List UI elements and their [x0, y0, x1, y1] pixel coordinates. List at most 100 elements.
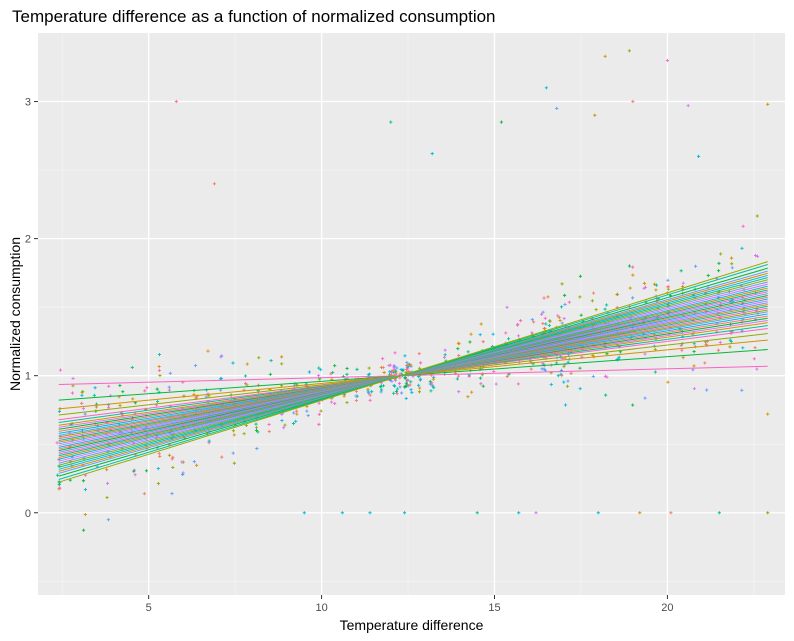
- data-point: [167, 388, 171, 392]
- data-point: [456, 347, 460, 351]
- data-point: [643, 352, 647, 356]
- data-point: [319, 409, 323, 413]
- data-point: [654, 288, 658, 292]
- data-point: [382, 370, 386, 375]
- data-point: [394, 369, 398, 373]
- data-point: [292, 411, 296, 415]
- data-point: [680, 348, 684, 352]
- x-tick-label: 5: [146, 602, 152, 614]
- data-point: [557, 315, 561, 319]
- data-point: [543, 368, 548, 372]
- data-point: [345, 366, 349, 371]
- data-point: [443, 348, 447, 352]
- data-point: [81, 389, 85, 394]
- data-point: [466, 350, 470, 354]
- data-point: [340, 511, 344, 515]
- data-point: [107, 384, 111, 388]
- data-point: [653, 347, 657, 351]
- data-point: [143, 389, 147, 393]
- data-point: [366, 387, 370, 391]
- data-point: [755, 254, 760, 258]
- data-point: [631, 265, 635, 269]
- data-point: [544, 86, 548, 90]
- data-point: [419, 361, 423, 365]
- data-point: [317, 401, 321, 405]
- data-point: [631, 296, 635, 300]
- data-point: [144, 469, 149, 473]
- data-point: [547, 323, 551, 328]
- data-point: [156, 466, 160, 471]
- data-point: [603, 307, 607, 311]
- data-point: [58, 486, 62, 490]
- data-point: [317, 422, 321, 426]
- data-point: [404, 381, 408, 385]
- data-point: [244, 423, 249, 428]
- data-point: [730, 262, 734, 266]
- data-point: [515, 323, 520, 327]
- y-tick-label: 2: [25, 234, 31, 246]
- data-point: [142, 492, 146, 496]
- data-point: [541, 321, 545, 326]
- data-point: [590, 299, 594, 303]
- data-point: [329, 372, 333, 376]
- data-point: [516, 382, 520, 386]
- data-point: [631, 99, 635, 104]
- data-point: [345, 372, 349, 376]
- data-point: [475, 511, 479, 515]
- data-point: [694, 264, 698, 268]
- data-point: [556, 314, 560, 318]
- data-point: [417, 352, 421, 356]
- data-point: [417, 383, 421, 387]
- data-point: [506, 337, 511, 341]
- data-point: [80, 401, 84, 405]
- data-point: [367, 391, 371, 395]
- data-point: [603, 374, 607, 378]
- data-point: [593, 113, 597, 117]
- data-point: [174, 99, 178, 104]
- data-point: [403, 354, 407, 358]
- data-point: [717, 261, 721, 265]
- data-point: [212, 182, 216, 186]
- data-point: [145, 386, 149, 390]
- data-point: [395, 387, 399, 391]
- data-point: [387, 363, 391, 368]
- data-point: [766, 412, 770, 416]
- data-point: [280, 362, 284, 366]
- major-gridlines: [38, 33, 785, 595]
- data-point: [193, 363, 198, 368]
- data-point: [615, 292, 619, 297]
- data-point: [565, 384, 570, 388]
- data-point: [591, 291, 596, 295]
- data-point: [555, 106, 559, 110]
- y-tick-label: 3: [25, 97, 31, 109]
- data-point: [158, 454, 162, 458]
- data-point: [170, 491, 174, 496]
- data-point: [653, 370, 658, 374]
- data-point: [546, 295, 550, 299]
- data-point: [82, 528, 86, 532]
- data-point: [207, 439, 211, 443]
- data-point: [604, 303, 609, 307]
- data-point: [617, 355, 621, 359]
- data-point: [118, 383, 122, 388]
- data-point: [567, 300, 571, 304]
- data-point: [267, 422, 271, 427]
- data-point: [443, 353, 447, 357]
- fit-line: [58, 365, 768, 386]
- data-point: [470, 390, 474, 394]
- data-point: [70, 391, 75, 395]
- data-point: [401, 369, 405, 373]
- x-tick-label: 15: [488, 602, 500, 614]
- data-point: [167, 453, 172, 457]
- data-point: [417, 390, 422, 394]
- data-point: [404, 367, 408, 371]
- data-point: [560, 282, 564, 286]
- data-point: [517, 511, 521, 515]
- data-point: [231, 451, 235, 455]
- data-point: [395, 366, 399, 370]
- data-point: [267, 429, 271, 433]
- data-point: [106, 518, 110, 522]
- data-point: [404, 396, 408, 401]
- data-point: [430, 152, 434, 156]
- data-point: [604, 393, 608, 397]
